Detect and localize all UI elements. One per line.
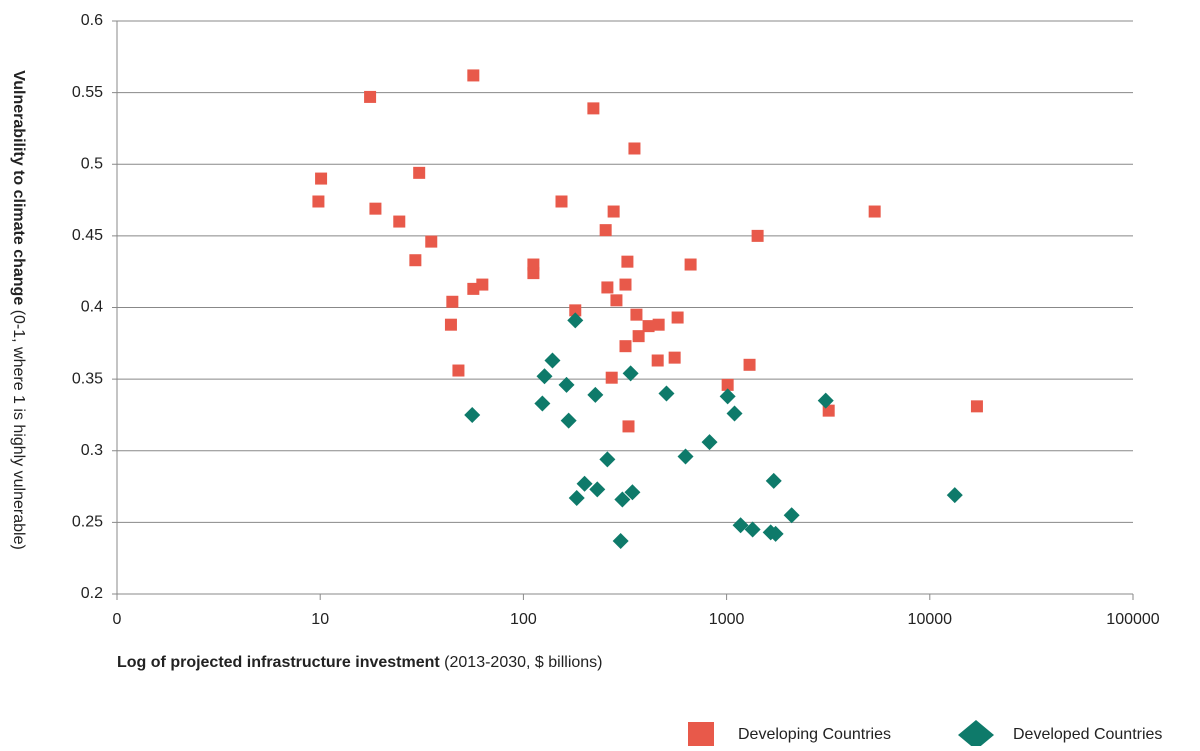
point bbox=[452, 364, 465, 377]
legend-label: Developing Countries bbox=[738, 726, 891, 743]
point bbox=[619, 340, 632, 353]
point bbox=[568, 490, 585, 507]
point bbox=[619, 278, 632, 291]
y-axis-label: Vulnerability to climate change (0-1, wh… bbox=[10, 70, 27, 550]
point bbox=[651, 354, 664, 367]
point bbox=[767, 525, 784, 542]
y-tick-label: 0.45 bbox=[72, 227, 103, 244]
point bbox=[527, 267, 540, 280]
x-axis-label-main: Log of projected infrastructure investme… bbox=[117, 654, 440, 671]
point bbox=[751, 229, 764, 242]
point bbox=[393, 215, 406, 228]
point bbox=[684, 258, 697, 271]
y-axis-label-main: Vulnerability to climate change bbox=[10, 70, 27, 305]
point bbox=[744, 521, 761, 538]
point bbox=[413, 166, 426, 179]
point bbox=[312, 195, 325, 208]
point bbox=[364, 90, 377, 103]
x-tick-label: 100 bbox=[510, 611, 537, 628]
point bbox=[446, 295, 459, 308]
point bbox=[589, 481, 606, 498]
point bbox=[464, 406, 481, 423]
legend-marker bbox=[958, 720, 994, 750]
point bbox=[587, 386, 604, 403]
point bbox=[668, 351, 681, 364]
point bbox=[425, 235, 438, 248]
point bbox=[444, 318, 457, 331]
y-tick-label: 0.4 bbox=[81, 299, 103, 316]
point bbox=[622, 420, 635, 433]
point bbox=[671, 311, 684, 324]
point bbox=[614, 491, 631, 508]
point bbox=[476, 278, 489, 291]
point bbox=[567, 312, 584, 329]
x-tick-label: 0 bbox=[113, 611, 122, 628]
point bbox=[467, 282, 480, 295]
point bbox=[721, 378, 734, 391]
y-tick-label: 0.2 bbox=[81, 585, 103, 602]
point bbox=[701, 434, 718, 451]
point bbox=[610, 294, 623, 307]
y-tick-label: 0.6 bbox=[81, 12, 103, 29]
point bbox=[315, 172, 328, 185]
legend-marker bbox=[688, 722, 714, 748]
x-tick-label: 10000 bbox=[908, 611, 953, 628]
point bbox=[817, 392, 834, 409]
point bbox=[622, 365, 639, 382]
point bbox=[558, 376, 575, 393]
point bbox=[599, 224, 612, 237]
point bbox=[560, 412, 577, 429]
point bbox=[555, 195, 568, 208]
point bbox=[658, 385, 675, 402]
point bbox=[605, 371, 618, 384]
y-tick-label: 0.5 bbox=[81, 155, 103, 172]
x-tick-label: 1000 bbox=[709, 611, 745, 628]
point bbox=[587, 102, 600, 115]
point bbox=[369, 202, 382, 215]
point bbox=[621, 255, 634, 268]
y-tick-label: 0.25 bbox=[72, 514, 103, 531]
point bbox=[765, 472, 782, 489]
point bbox=[726, 405, 743, 422]
y-axis-label-note: (0-1, where 1 is highly vulnerable) bbox=[10, 310, 27, 550]
y-tick-label: 0.35 bbox=[72, 370, 103, 387]
point bbox=[642, 320, 655, 333]
y-tick-label: 0.55 bbox=[72, 84, 103, 101]
x-axis-label-note: (2013-2030, $ billions) bbox=[444, 654, 602, 671]
point bbox=[612, 532, 629, 549]
point bbox=[743, 358, 756, 371]
point bbox=[630, 308, 643, 321]
point bbox=[946, 487, 963, 504]
point bbox=[536, 368, 553, 385]
y-tick-label: 0.3 bbox=[81, 442, 103, 459]
point bbox=[467, 69, 480, 82]
x-tick-label: 100000 bbox=[1106, 611, 1159, 628]
point bbox=[601, 281, 614, 294]
point bbox=[783, 507, 800, 524]
point bbox=[632, 330, 645, 343]
point bbox=[599, 451, 616, 468]
legend-label: Developed Countries bbox=[1013, 726, 1162, 743]
point bbox=[607, 205, 620, 218]
x-axis-label: Log of projected infrastructure investme… bbox=[117, 654, 603, 671]
point bbox=[868, 205, 881, 218]
point bbox=[534, 395, 551, 412]
point bbox=[652, 318, 665, 331]
point bbox=[409, 254, 422, 267]
point bbox=[544, 352, 561, 369]
x-tick-label: 10 bbox=[311, 611, 329, 628]
point bbox=[569, 304, 582, 317]
point bbox=[628, 142, 641, 155]
point bbox=[677, 448, 694, 465]
point bbox=[624, 484, 641, 501]
point bbox=[970, 400, 983, 413]
point bbox=[719, 388, 736, 405]
point bbox=[732, 517, 749, 534]
point bbox=[576, 475, 593, 492]
